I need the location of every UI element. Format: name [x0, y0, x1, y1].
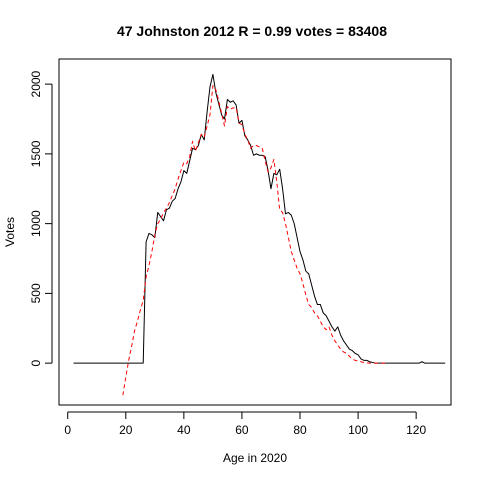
y-axis-label: Votes	[3, 217, 17, 247]
plot-area	[73, 73, 446, 396]
y-tick-label: 500	[29, 283, 43, 303]
x-tick-label: 0	[64, 423, 71, 437]
y-tick-label: 1500	[29, 140, 43, 167]
y-tick-label: 2000	[29, 70, 43, 97]
x-axis-label: Age in 2020	[223, 451, 287, 465]
chart-title: 47 Johnston 2012 R = 0.99 votes = 83408	[117, 23, 387, 39]
x-tick-label: 60	[235, 423, 249, 437]
fitted-series-line	[122, 85, 388, 396]
x-tick-label: 120	[406, 423, 426, 437]
x-tick-label: 100	[348, 423, 368, 437]
x-tick-label: 40	[177, 423, 191, 437]
y-tick-label: 0	[29, 359, 43, 366]
series-layer	[73, 73, 446, 396]
x-axis: 0 20 40 60 80 100 120	[64, 411, 426, 437]
x-tick-label: 20	[119, 423, 133, 437]
y-axis: 0 500 1000 1500 2000	[29, 70, 53, 366]
y-tick-label: 1000	[29, 210, 43, 237]
x-tick-label: 80	[293, 423, 307, 437]
plot-box	[58, 58, 452, 406]
